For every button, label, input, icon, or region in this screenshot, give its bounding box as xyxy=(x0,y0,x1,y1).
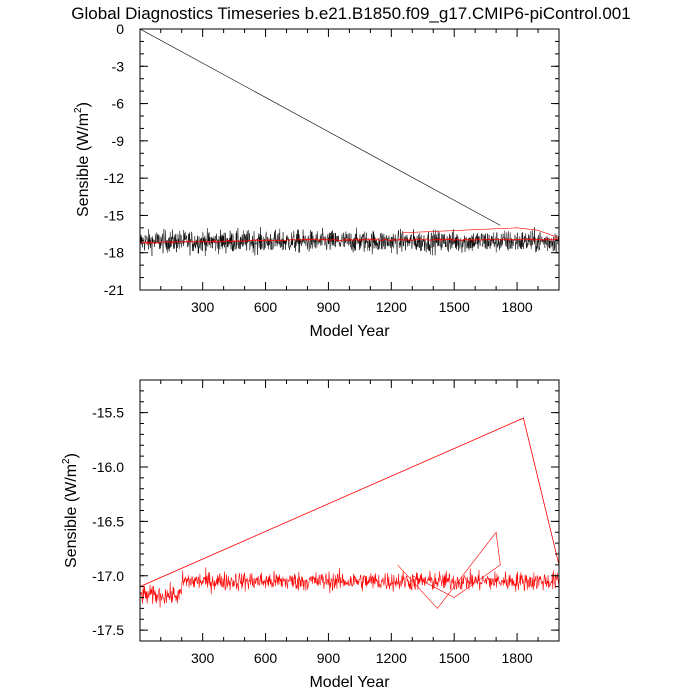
x-tick-label: 300 xyxy=(191,299,215,315)
y-tick-label: -15.5 xyxy=(92,405,124,421)
plot-frame xyxy=(139,379,560,642)
x-tick-label: 900 xyxy=(317,650,341,666)
x-tick-label: 600 xyxy=(254,299,278,315)
y-tick-label: 0 xyxy=(116,21,124,37)
y-tick-label: -6 xyxy=(112,96,125,112)
top-panel: 300 600 900 1200 1500 1800 0 -3 -6 -9 -12 -15 -18 -21… xyxy=(73,21,560,340)
series-annual-wrap-line xyxy=(401,227,559,239)
x-tick-label: 1500 xyxy=(439,299,470,315)
y-axis-label-sup: 2 xyxy=(73,107,84,113)
series-monthly-line xyxy=(140,227,559,257)
series-annual-wrap-line xyxy=(140,417,559,587)
x-tick-label: 900 xyxy=(317,299,341,315)
y-axis-label-unit: (W/m xyxy=(75,113,92,151)
plot-area xyxy=(140,29,559,257)
y-tick-label: -17.0 xyxy=(92,568,124,584)
x-tick-label: 1200 xyxy=(376,650,407,666)
figure-title: Global Diagnostics Timeseries b.e21.B185… xyxy=(71,4,630,23)
series-annual-line xyxy=(140,567,559,608)
x-tick-label: 1200 xyxy=(376,299,407,315)
y-axis-label-close: ) xyxy=(63,453,80,458)
y-tick-label: -16.5 xyxy=(92,513,124,529)
y-axis-label-close: ) xyxy=(75,102,92,107)
y-tick-label: -12 xyxy=(104,170,124,186)
y-tick-label: -16.0 xyxy=(92,459,124,475)
series-annual-loop-0 xyxy=(397,531,501,609)
series-monthly-wrap-line xyxy=(140,29,501,226)
y-axis-label: Sensible (W/m2) xyxy=(73,102,92,217)
x-tick-label: 1500 xyxy=(439,650,470,666)
x-axis-label: Model Year xyxy=(309,323,390,340)
plot-area xyxy=(140,417,559,609)
bottom-panel: 300 600 900 1200 1500 1800 -15.5 -16.0 -16.5 -17.… xyxy=(61,379,560,691)
x-tick-label: 1800 xyxy=(502,299,533,315)
y-tick-label: -21 xyxy=(104,282,124,298)
y-axis-label-unit: (W/m xyxy=(63,464,80,502)
y-axis-label-name: Sensible xyxy=(75,151,92,217)
y-tick-label: -18 xyxy=(104,245,124,261)
y-axis-label-sup: 2 xyxy=(61,458,72,464)
y-tick-label: -17.5 xyxy=(92,622,124,638)
x-tick-label: 1800 xyxy=(502,650,533,666)
y-axis-label: Sensible (W/m2) xyxy=(61,453,80,568)
x-axis-label: Model Year xyxy=(309,674,390,691)
y-tick-label: -15 xyxy=(104,207,124,223)
x-tick-label: 600 xyxy=(254,650,278,666)
y-axis-label-name: Sensible xyxy=(63,502,80,568)
y-tick-label: -3 xyxy=(112,58,125,74)
series-annual-line xyxy=(140,237,559,245)
x-tick-label: 300 xyxy=(191,650,215,666)
y-tick-label: -9 xyxy=(112,133,125,149)
